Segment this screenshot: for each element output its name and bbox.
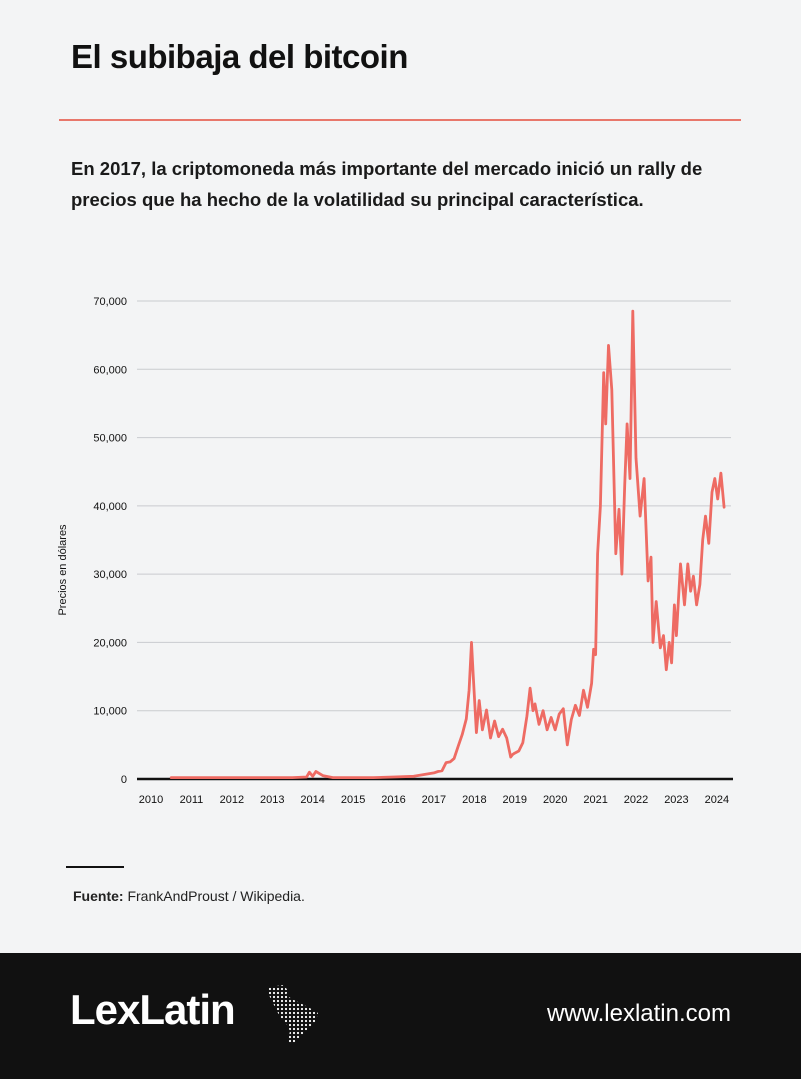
- page-title: El subibaja del bitcoin: [71, 38, 408, 75]
- y-axis-label: Precios en dólares: [57, 524, 69, 616]
- bitcoin-price-chart: 0 10,000 20,000 30,000 40,000 50,000 60,000 70,…: [57, 296, 733, 806]
- x-tick-label: 2021: [583, 794, 607, 806]
- x-tick-label: 2010: [139, 794, 163, 806]
- label-layer: 0 10,000 20,000 30,000 40,000 50,000 60,000 70,…: [57, 296, 729, 806]
- latin-america-map-icon: [268, 985, 318, 1045]
- source-note: Fuente: FrankAndProust / Wikipedia.: [73, 888, 305, 904]
- source-label: Fuente:: [73, 888, 124, 904]
- x-tick-label: 2023: [664, 794, 688, 806]
- footer-bar: [0, 953, 801, 1079]
- x-tick-label: 2017: [422, 794, 446, 806]
- x-tick-label: 2022: [624, 794, 648, 806]
- grid-layer: [137, 300, 731, 712]
- y-tick-label: 30,000: [93, 569, 127, 581]
- title-divider: [59, 119, 741, 121]
- x-tick-label: 2012: [220, 794, 244, 806]
- y-tick-label: 40,000: [93, 501, 127, 513]
- y-tick-label: 60,000: [93, 364, 127, 376]
- x-tick-label: 2015: [341, 794, 365, 806]
- x-tick-label: 2014: [300, 794, 324, 806]
- x-tick-label: 2016: [381, 794, 405, 806]
- series-layer: [169, 309, 726, 780]
- y-tick-label: 70,000: [93, 296, 127, 308]
- y-tick-label: 0: [121, 774, 127, 786]
- x-tick-label: 2011: [180, 794, 204, 806]
- subtitle: En 2017, la criptomoneda más importante …: [71, 158, 703, 210]
- website-url: www.lexlatin.com: [546, 1000, 731, 1027]
- y-tick-label: 20,000: [93, 637, 127, 649]
- y-tick-label: 50,000: [93, 433, 127, 445]
- x-tick-label: 2020: [543, 794, 567, 806]
- source-text: FrankAndProust / Wikipedia.: [123, 888, 305, 904]
- x-tick-label: 2024: [705, 794, 729, 806]
- x-tick-label: 2019: [503, 794, 527, 806]
- x-tick-label: 2013: [260, 794, 284, 806]
- brand-logo-text: LexLatin: [70, 986, 236, 1033]
- price-series-line: [169, 309, 726, 780]
- source-divider: [66, 866, 124, 868]
- x-tick-label: 2018: [462, 794, 486, 806]
- y-tick-label: 10,000: [93, 706, 127, 718]
